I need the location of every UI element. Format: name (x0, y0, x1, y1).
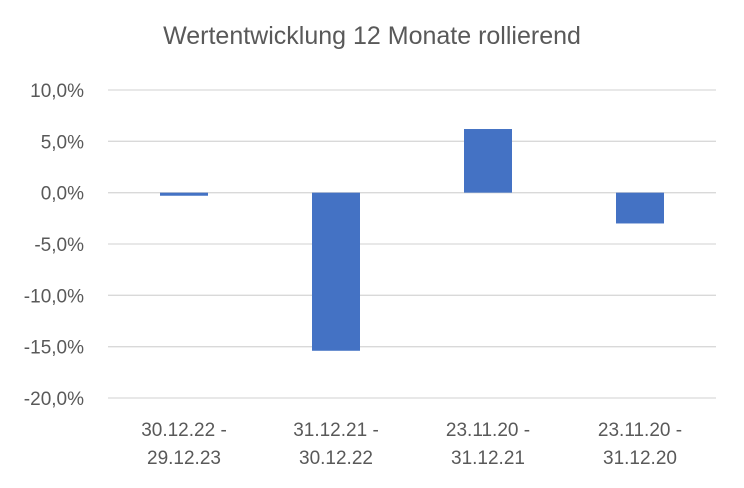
x-tick-label: 31.12.20 (603, 448, 677, 469)
bar (464, 129, 512, 193)
y-tick-label: 5,0% (41, 132, 84, 153)
bar (312, 192, 360, 351)
y-tick-label: 0,0% (41, 184, 84, 205)
x-tick-label: 29.12.23 (147, 448, 221, 469)
x-tick-label: 23.11.20 - (598, 420, 682, 441)
chart-title: Wertentwicklung 12 Monate rollierend (163, 22, 581, 50)
bar (160, 192, 208, 196)
bar (616, 192, 664, 224)
y-tick-label: -5,0% (34, 235, 84, 256)
y-tick-label: -20,0% (24, 389, 84, 410)
y-tick-label: -15,0% (24, 338, 84, 359)
x-tick-label: 31.12.21 - (293, 420, 379, 441)
y-tick-label: -10,0% (24, 286, 84, 307)
x-tick-label: 23.11.20 - (446, 420, 530, 441)
y-tick-label: 10,0% (30, 81, 84, 102)
x-tick-label: 30.12.22 - (141, 420, 227, 441)
x-tick-label: 31.12.21 (451, 448, 525, 469)
x-tick-label: 30.12.22 (299, 448, 373, 469)
